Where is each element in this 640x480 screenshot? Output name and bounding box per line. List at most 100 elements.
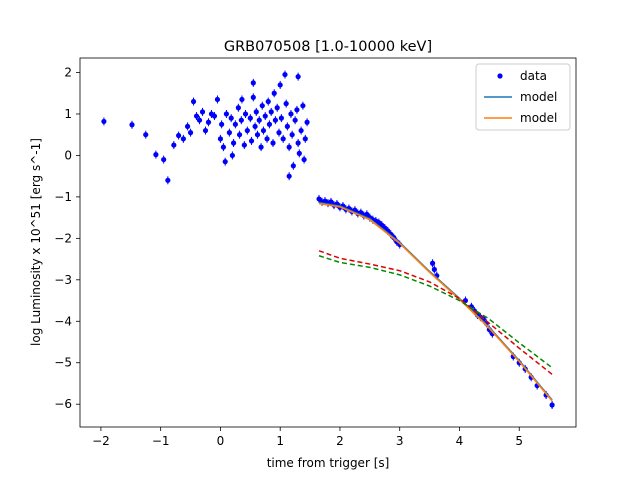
data-point-59 xyxy=(283,101,289,107)
data-point-1 xyxy=(129,122,135,128)
data-point-53 xyxy=(274,105,280,111)
data-point-61 xyxy=(286,144,292,150)
data-point-32 xyxy=(241,142,247,148)
data-point-76 xyxy=(239,96,245,103)
data-point-43 xyxy=(259,103,265,109)
data-point-29 xyxy=(235,105,241,111)
data-point-9 xyxy=(184,123,191,130)
data-point-7 xyxy=(176,132,182,139)
data-point-78 xyxy=(286,173,292,179)
data-point-36 xyxy=(248,138,255,144)
data-point-16 xyxy=(205,119,212,125)
data-point-77 xyxy=(229,152,235,159)
data-point-19 xyxy=(214,96,221,103)
legend-box xyxy=(475,63,571,131)
y-tick-label-8: 2 xyxy=(64,66,72,80)
legend-label-2: model xyxy=(520,111,557,125)
data-point-26 xyxy=(228,115,234,121)
y-tick-label-1: −5 xyxy=(54,356,72,370)
data-point-51 xyxy=(271,90,277,96)
data-point-18 xyxy=(211,113,218,119)
data-point-72 xyxy=(302,136,308,142)
data-point-42 xyxy=(258,144,264,150)
data-point-25 xyxy=(226,130,232,136)
y-tick-label-6: 0 xyxy=(64,148,72,162)
data-point-54 xyxy=(276,130,282,136)
data-point-95 xyxy=(364,211,370,217)
data-point-12 xyxy=(193,113,200,119)
y-tick-label-0: −6 xyxy=(54,397,72,411)
x-tick-label-1: −1 xyxy=(152,434,170,448)
chart-title: GRB070508 [1.0-10000 keV] xyxy=(224,39,432,55)
data-point-11 xyxy=(190,98,197,105)
data-point-50 xyxy=(270,140,276,146)
data-point-21 xyxy=(219,121,225,127)
data-point-62 xyxy=(288,111,294,117)
data-point-83 xyxy=(328,199,334,205)
y-tick-label-3: −3 xyxy=(54,273,72,287)
data-point-44 xyxy=(260,127,267,134)
x-tick-label-7: 5 xyxy=(515,434,523,448)
data-point-24 xyxy=(223,111,230,117)
plot-frame xyxy=(79,57,577,428)
y-tick-label-4: −2 xyxy=(54,231,72,245)
data-point-41 xyxy=(256,117,262,123)
data-point-67 xyxy=(295,140,301,146)
data-point-28 xyxy=(232,121,238,127)
data-point-46 xyxy=(264,136,270,142)
data-point-14 xyxy=(199,109,206,115)
data-point-73 xyxy=(304,119,310,125)
data-point-57 xyxy=(280,136,286,142)
data-point-107 xyxy=(429,260,436,266)
data-point-37 xyxy=(250,94,256,100)
data-point-74 xyxy=(295,74,301,80)
data-point-58 xyxy=(282,71,288,78)
x-tick-label-0: −2 xyxy=(92,434,110,448)
data-point-27 xyxy=(230,140,237,146)
data-point-35 xyxy=(247,115,253,121)
data-point-0 xyxy=(101,118,107,125)
data-point-6 xyxy=(171,142,177,148)
y-tick-label-7: 1 xyxy=(64,107,72,121)
data-point-49 xyxy=(268,109,274,115)
data-point-22 xyxy=(220,144,227,150)
data-point-70 xyxy=(300,103,306,109)
data-point-2 xyxy=(143,132,149,138)
data-point-30 xyxy=(236,132,243,138)
data-point-4 xyxy=(161,156,167,163)
data-point-39 xyxy=(253,109,259,115)
dashed-curve-4 xyxy=(318,255,553,369)
data-point-3 xyxy=(153,152,159,158)
data-point-63 xyxy=(289,132,295,138)
data-point-47 xyxy=(265,98,271,105)
y-tick-label-5: −1 xyxy=(54,190,72,204)
axis-ticks: −2 −1 0 1 2 3 4 5 −6 −5 −4 −3 −2 −1 0 1 2 xyxy=(54,66,523,448)
data-point-20 xyxy=(217,136,224,142)
data-point-45 xyxy=(262,113,268,119)
data-point-125 xyxy=(549,402,555,408)
data-point-108 xyxy=(431,266,437,273)
x-tick-label-6: 4 xyxy=(456,434,464,448)
data-point-60 xyxy=(284,123,290,130)
data-point-69 xyxy=(298,127,304,134)
data-point-8 xyxy=(180,136,186,142)
data-point-10 xyxy=(187,130,194,136)
data-point-34 xyxy=(244,127,250,134)
data-point-75 xyxy=(250,80,256,86)
data-point-38 xyxy=(252,123,258,130)
data-point-13 xyxy=(196,117,203,123)
data-point-48 xyxy=(266,121,273,127)
data-point-31 xyxy=(238,117,244,123)
data-point-5 xyxy=(165,177,171,183)
legend-label-1: model xyxy=(520,90,557,104)
legend: data model model xyxy=(475,63,571,131)
data-point-15 xyxy=(202,127,209,134)
data-point-66 xyxy=(294,107,300,113)
legend-marker-0 xyxy=(497,73,503,79)
x-tick-label-5: 3 xyxy=(396,434,404,448)
y-tick-label-2: −4 xyxy=(54,314,72,328)
legend-label-0: data xyxy=(520,69,547,83)
y-axis-label: log Luminosity x 10^51 [erg s^-1] xyxy=(29,138,43,346)
model-line-2 xyxy=(318,202,553,402)
